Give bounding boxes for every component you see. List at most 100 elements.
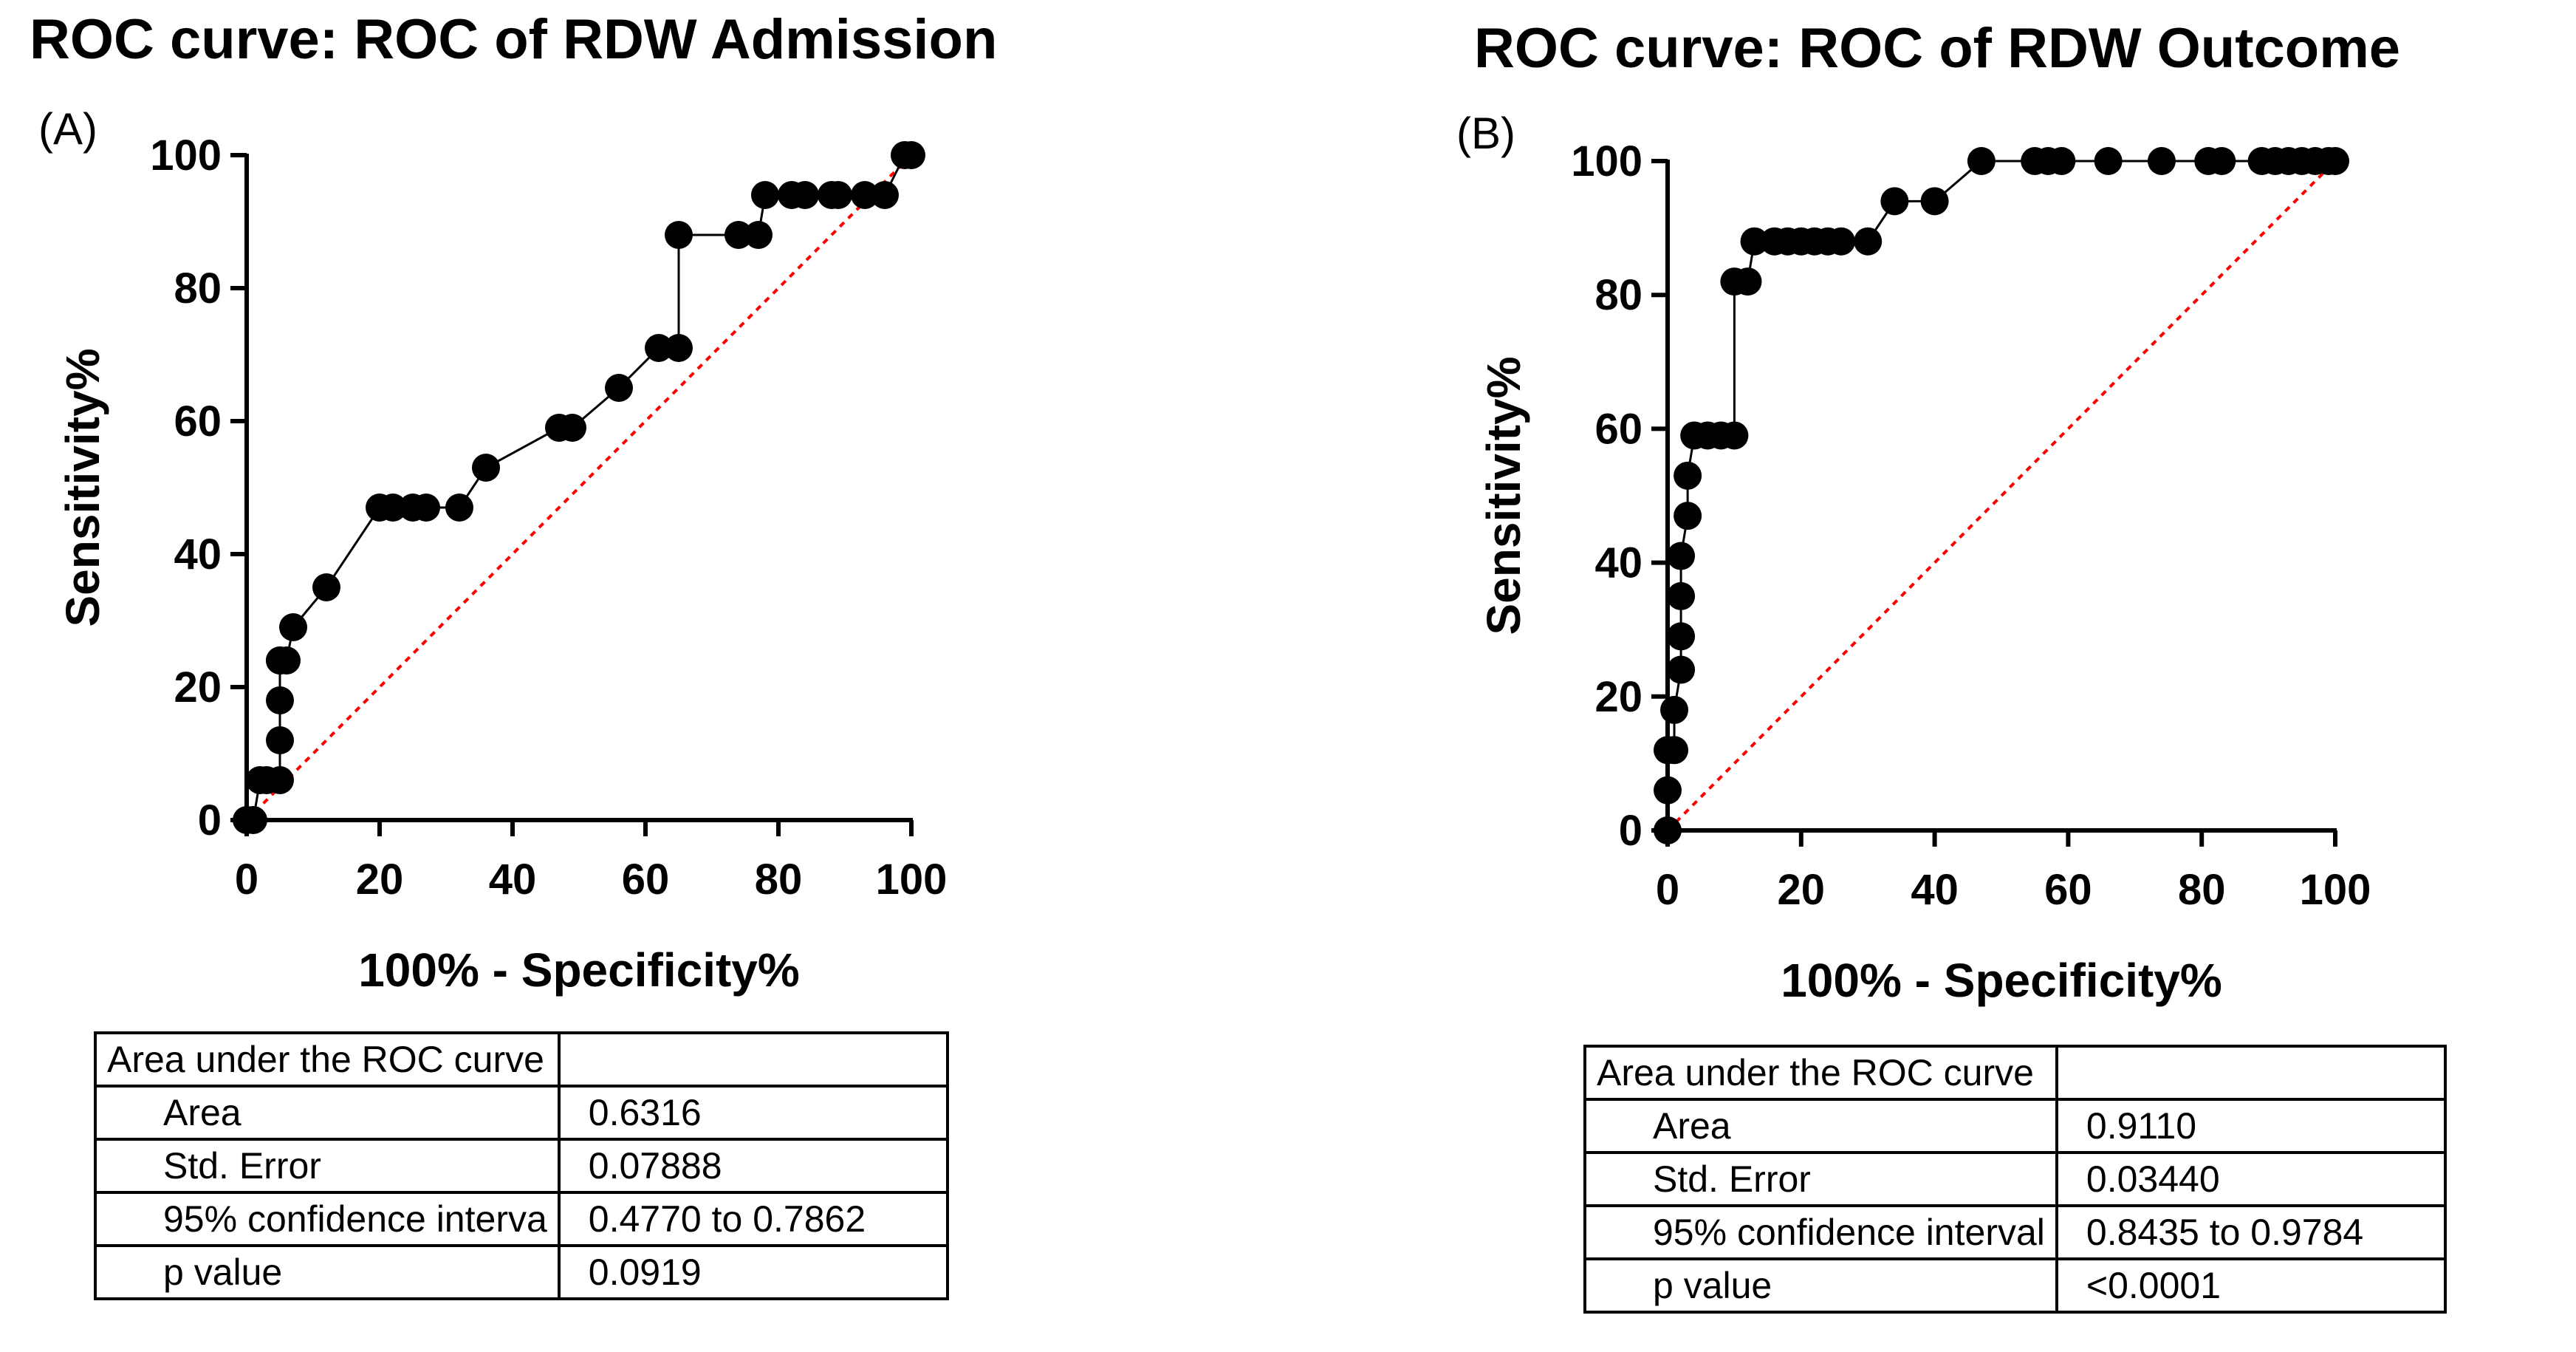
data-point — [1667, 655, 1696, 684]
table-header-value — [557, 1031, 949, 1088]
data-point — [724, 221, 753, 249]
table-row-label: Area — [1583, 1098, 2058, 1154]
roc-panel-outcome: ROC curve: ROC of RDW Outcome (B) 0 20 40 6… — [1288, 0, 2576, 1352]
data-point — [665, 334, 693, 362]
table-row-value: <0.0001 — [2055, 1257, 2447, 1314]
roc-plot-admission: 0 20 40 60 80 100 0 20 40 60 80 100 100% - Specifici… — [56, 132, 948, 997]
auc-table-outcome: Area under the ROC curve Area 0.9110 Std… — [1583, 1045, 2447, 1314]
data-point — [791, 181, 819, 209]
auc-table-admission: Area under the ROC curve Area 0.6316 Std… — [94, 1031, 949, 1300]
data-point — [1880, 187, 1909, 216]
table-header-row: Area under the ROC curve — [1583, 1045, 2447, 1101]
data-point — [239, 806, 267, 834]
x-tick-label: 80 — [2178, 866, 2226, 914]
data-point — [744, 221, 773, 249]
x-tick-label: 40 — [1911, 866, 1959, 914]
data-point — [279, 613, 307, 641]
y-tick-label: 40 — [174, 530, 222, 578]
data-point — [1674, 461, 1702, 490]
x-tick-label: 20 — [1778, 866, 1826, 914]
data-point — [1920, 187, 1949, 216]
x-tick-label: 20 — [356, 856, 404, 904]
y-axis-title: Sensitivity% — [56, 348, 109, 627]
series-line — [1666, 160, 2335, 830]
roc-plot-outcome: 0 20 40 60 80 100 0 20 40 60 80 100 100% - Specifici… — [1477, 137, 2371, 1007]
x-axis-title: 100% - Specificity% — [358, 943, 800, 997]
table-row: Std. Error 0.07888 — [94, 1138, 949, 1194]
table-row-label: Area — [94, 1085, 561, 1141]
data-point — [1740, 227, 1769, 256]
data-point — [1827, 227, 1856, 256]
table-row-label: Std. Error — [1583, 1151, 2058, 1207]
roc-panel-admission: ROC curve: ROC of RDW Admission (A) 0 20 4… — [30, 8, 997, 1300]
data-point — [1667, 581, 1696, 610]
table-row: p value <0.0001 — [1583, 1257, 2447, 1314]
data-point — [1667, 622, 1696, 651]
table-row-label: 95% confidence interva — [94, 1191, 561, 1247]
data-point — [266, 726, 294, 754]
x-tick-label: 100 — [2300, 866, 2371, 914]
table-row: 95% confidence interva 0.4770 to 0.7862 — [94, 1191, 949, 1247]
data-point — [558, 414, 586, 442]
y-tick-label: 20 — [1594, 673, 1642, 721]
data-point — [1720, 421, 1749, 450]
table-row-value: 0.4770 to 0.7862 — [557, 1191, 949, 1247]
data-point — [312, 573, 340, 601]
table-header-value — [2055, 1045, 2447, 1101]
table-row-label: Std. Error — [94, 1138, 561, 1194]
table-row-value: 0.8435 to 0.9784 — [2055, 1204, 2447, 1260]
table-row-label: p value — [1583, 1257, 2058, 1314]
y-axis-title: Sensitivity% — [1477, 356, 1530, 635]
reference-line — [245, 154, 913, 822]
data-point — [1667, 542, 1696, 570]
data-point — [1654, 776, 1682, 805]
y-tick-label: 60 — [1594, 405, 1642, 453]
table-row-value: 0.07888 — [557, 1138, 949, 1194]
panel-label: (A) — [38, 104, 97, 154]
data-point — [1660, 736, 1689, 765]
data-point — [1674, 502, 1702, 530]
table-row: Std. Error 0.03440 — [1583, 1151, 2447, 1207]
reference-line — [1666, 160, 2337, 832]
x-tick-label: 60 — [622, 856, 670, 904]
data-point — [1967, 147, 1996, 175]
data-point — [266, 686, 294, 714]
data-point — [412, 494, 440, 522]
data-point — [2207, 147, 2236, 175]
table-row-label: p value — [94, 1244, 561, 1300]
table-row-value: 0.03440 — [2055, 1151, 2447, 1207]
table-header-row: Area under the ROC curve — [94, 1031, 949, 1088]
data-point — [445, 494, 473, 522]
y-tick-label: 100 — [1571, 137, 1642, 185]
x-tick-label: 40 — [489, 856, 537, 904]
y-tick-label: 80 — [1594, 271, 1642, 319]
data-point — [379, 494, 407, 522]
data-point — [824, 181, 852, 209]
data-point — [1660, 695, 1689, 724]
series-line — [247, 154, 911, 822]
table-row: Area 0.9110 — [1583, 1098, 2447, 1154]
data-point — [472, 454, 500, 482]
x-tick-label: 60 — [2044, 866, 2092, 914]
y-tick-label: 0 — [198, 796, 222, 844]
table-row-value: 0.0919 — [557, 1244, 949, 1300]
x-tick-label: 100 — [876, 856, 948, 904]
data-point — [2047, 147, 2076, 175]
table-header-label: Area under the ROC curve — [94, 1031, 561, 1088]
data-point — [2147, 147, 2176, 175]
data-point — [645, 334, 673, 362]
x-tick-label: 0 — [235, 856, 258, 904]
y-tick-label: 60 — [174, 397, 222, 445]
table-row-value: 0.9110 — [2055, 1098, 2447, 1154]
data-point — [897, 141, 925, 169]
x-tick-label: 0 — [1656, 866, 1679, 914]
chart-title: ROC curve: ROC of RDW Outcome — [1474, 17, 2401, 80]
table-row-value: 0.6316 — [557, 1085, 949, 1141]
y-tick-label: 20 — [174, 663, 222, 711]
table-row-label: 95% confidence interval — [1583, 1204, 2058, 1260]
data-point — [266, 766, 294, 794]
data-point — [871, 181, 899, 209]
table-header-label: Area under the ROC curve — [1583, 1045, 2058, 1101]
data-point — [273, 646, 301, 675]
x-tick-label: 80 — [755, 856, 803, 904]
